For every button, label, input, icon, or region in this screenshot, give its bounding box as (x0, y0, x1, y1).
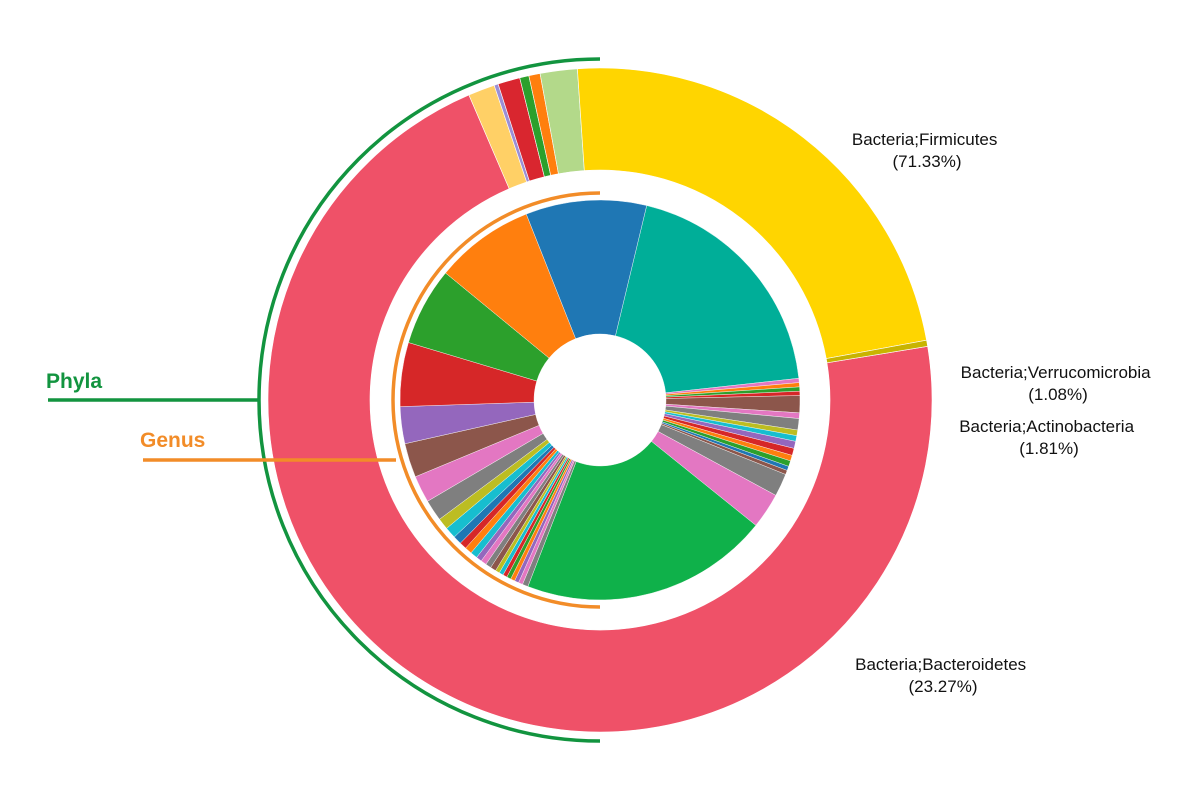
genus-slice-0 (615, 205, 800, 394)
genus-bracket-arc (391, 191, 601, 609)
genus-slice-18 (527, 441, 757, 601)
phyla-slice-8 (825, 339, 928, 364)
phyla-slice-7 (577, 67, 927, 359)
label-verrucomicrobia: Bacteria;Verrucomicrobia (1.08%) (961, 363, 1156, 404)
genus-label: Genus (140, 429, 205, 452)
label-firmicutes: Bacteria;Firmicutes (71.33%) (852, 130, 1002, 171)
genus-slice-44 (526, 199, 647, 339)
phyla-slice-0 (267, 94, 933, 733)
phyla-label: Phyla (46, 370, 102, 393)
genus-ring (399, 199, 801, 601)
label-bacteroidetes: Bacteria;Bacteroidetes (23.27%) (855, 655, 1031, 696)
phyla-ring (267, 67, 933, 733)
label-actinobacteria: Bacteria;Actinobacteria (1.81%) (959, 417, 1139, 458)
